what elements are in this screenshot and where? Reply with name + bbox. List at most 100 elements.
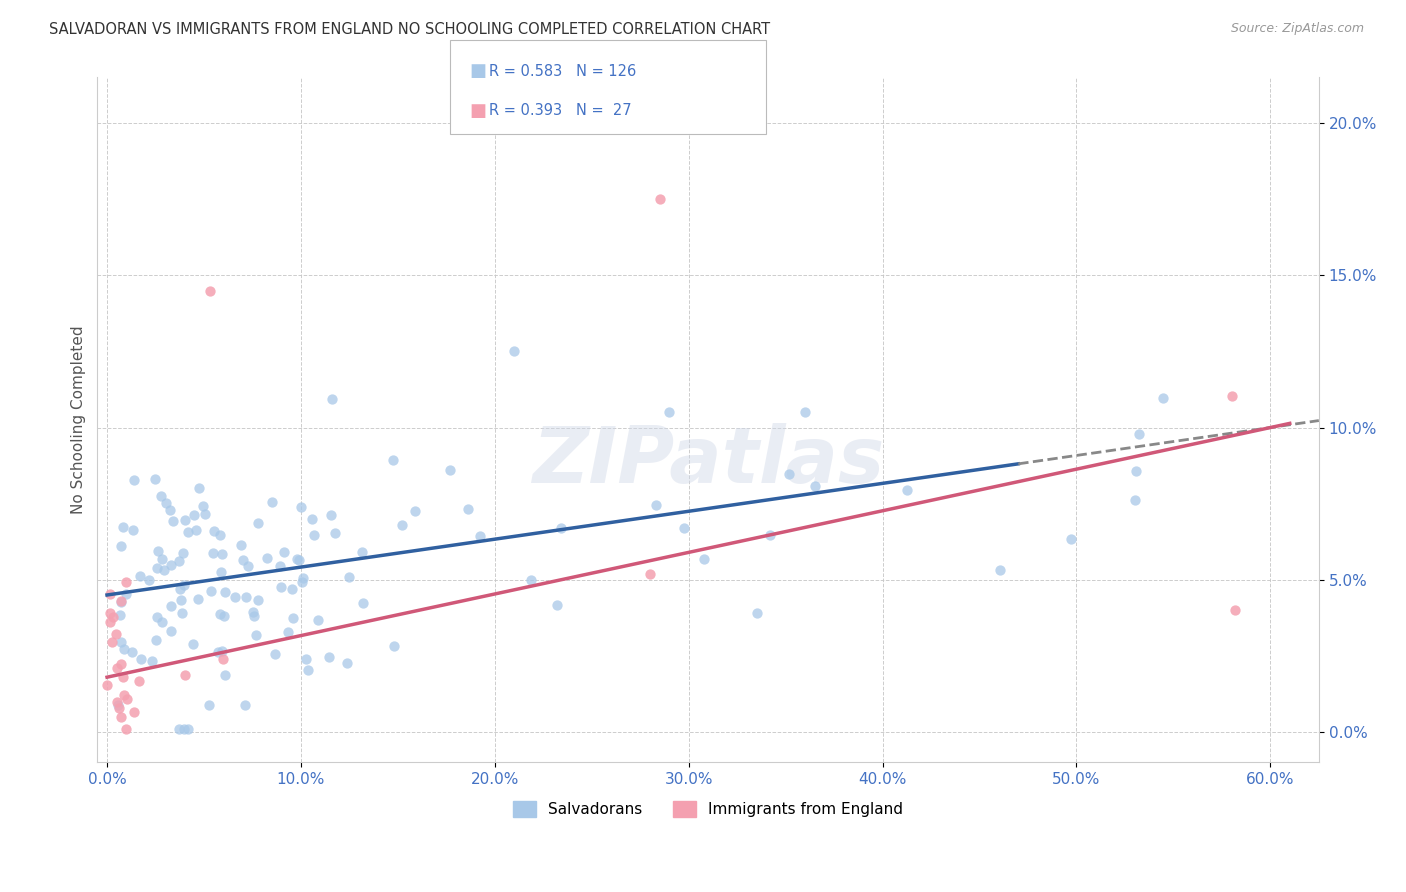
- Point: [520, 573, 543, 587]
- Point: [1220, 389, 1243, 403]
- Point: [758, 528, 780, 542]
- Point: [111, 670, 134, 684]
- Point: [110, 710, 132, 724]
- Point: [112, 520, 135, 534]
- Point: [103, 609, 125, 624]
- Point: [167, 554, 190, 568]
- Point: [231, 538, 253, 552]
- Point: [350, 545, 373, 559]
- Point: [302, 528, 325, 542]
- Point: [269, 559, 291, 574]
- Point: [162, 514, 184, 528]
- Point: [294, 652, 316, 666]
- Point: [143, 472, 166, 486]
- Point: [336, 657, 359, 671]
- Point: [337, 570, 360, 584]
- Point: [110, 635, 132, 649]
- Point: [194, 507, 217, 521]
- Point: [209, 565, 232, 579]
- Point: [457, 502, 479, 516]
- Text: ZIPatlas: ZIPatlas: [531, 423, 884, 499]
- Point: [321, 392, 343, 406]
- Point: [301, 512, 323, 526]
- Point: [115, 722, 138, 736]
- Point: [381, 453, 404, 467]
- Point: [146, 609, 169, 624]
- Point: [1225, 603, 1247, 617]
- Point: [1152, 391, 1174, 405]
- Point: [273, 545, 295, 559]
- Point: [138, 573, 160, 587]
- Point: [318, 649, 340, 664]
- Point: [211, 644, 233, 658]
- Point: [153, 563, 176, 577]
- Point: [150, 490, 173, 504]
- Point: [200, 583, 222, 598]
- Point: [321, 508, 343, 523]
- Point: [672, 521, 695, 535]
- Point: [439, 462, 461, 476]
- Point: [211, 547, 233, 561]
- Point: [198, 698, 221, 712]
- Point: [264, 648, 287, 662]
- Point: [404, 504, 426, 518]
- Point: [1125, 464, 1147, 478]
- Point: [246, 593, 269, 607]
- Point: [110, 594, 132, 608]
- Point: [159, 624, 181, 638]
- Point: [110, 608, 132, 623]
- Point: [550, 521, 572, 535]
- Point: [177, 722, 200, 736]
- Point: [173, 667, 195, 681]
- Point: [183, 508, 205, 523]
- Point: [172, 546, 194, 560]
- Point: [100, 635, 122, 649]
- Point: [1123, 493, 1146, 508]
- Point: [110, 594, 132, 608]
- Point: [503, 344, 526, 359]
- Point: [121, 524, 143, 538]
- Point: [270, 581, 292, 595]
- Point: [546, 598, 568, 612]
- Point: [232, 553, 254, 567]
- Point: [104, 627, 127, 641]
- Point: [236, 558, 259, 573]
- Legend: Salvadorans, Immigrants from England: Salvadorans, Immigrants from England: [508, 795, 910, 823]
- Point: [105, 661, 128, 675]
- Point: [105, 694, 128, 708]
- Point: [224, 590, 246, 604]
- Point: [141, 654, 163, 668]
- Point: [155, 496, 177, 510]
- Point: [391, 517, 413, 532]
- Text: Source: ZipAtlas.com: Source: ZipAtlas.com: [1230, 22, 1364, 36]
- Point: [170, 606, 193, 620]
- Point: [470, 529, 492, 543]
- Point: [202, 547, 225, 561]
- Point: [187, 481, 209, 495]
- Point: [129, 568, 152, 582]
- Point: [145, 633, 167, 648]
- Point: [177, 524, 200, 539]
- Point: [246, 516, 269, 530]
- Point: [173, 577, 195, 591]
- Point: [112, 642, 135, 657]
- Point: [804, 478, 827, 492]
- Point: [243, 608, 266, 623]
- Text: R = 0.393   N =  27: R = 0.393 N = 27: [489, 103, 631, 118]
- Point: [658, 405, 681, 419]
- Point: [638, 566, 661, 581]
- Point: [262, 495, 284, 509]
- Point: [277, 624, 299, 639]
- Point: [207, 645, 229, 659]
- Point: [181, 637, 204, 651]
- Point: [692, 551, 714, 566]
- Point: [202, 524, 225, 538]
- Point: [114, 587, 136, 601]
- Point: [291, 571, 314, 585]
- Point: [98, 615, 121, 630]
- Text: ■: ■: [470, 62, 486, 80]
- Point: [645, 498, 668, 512]
- Point: [110, 657, 132, 672]
- Point: [193, 499, 215, 513]
- Point: [281, 582, 304, 596]
